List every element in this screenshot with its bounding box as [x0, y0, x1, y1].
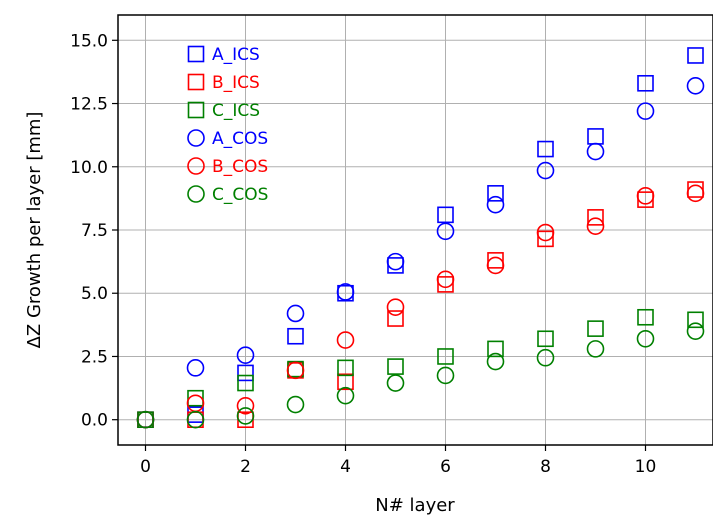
- x-tick-label: 2: [240, 457, 251, 477]
- point-a-ics: [287, 327, 304, 345]
- point-a-ics: [387, 257, 404, 274]
- point-a-cos: [586, 142, 605, 161]
- point-b-ics: [537, 230, 554, 248]
- point-c-ics: [237, 374, 254, 392]
- point-c-cos: [536, 348, 555, 367]
- point-c-ics: [337, 359, 354, 377]
- y-tick-label: 15.0: [70, 31, 108, 51]
- x-axis-label: N# layer: [375, 495, 455, 516]
- point-a-ics: [537, 140, 554, 158]
- point-a-cos: [286, 304, 305, 323]
- y-tick-label: 0.0: [81, 411, 108, 431]
- axis-ticks: 0 2 4 6 8 10 0.0 2.5 5.0 7.5 10.0 12.5 15.0: [70, 31, 656, 477]
- legend-label-a-ics: A_ICS: [212, 45, 260, 65]
- point-c-ics: [637, 308, 654, 326]
- point-c-ics: [587, 320, 604, 337]
- legend-marker-c-ics: [187, 101, 205, 119]
- point-a-cos: [686, 77, 705, 95]
- legend-label-a-cos: A_COS: [212, 129, 268, 149]
- point-a-ics: [487, 185, 504, 202]
- point-b-ics: [337, 373, 354, 391]
- point-b-cos: [486, 256, 505, 275]
- point-b-ics: [487, 252, 504, 269]
- point-a-cos: [636, 102, 655, 120]
- point-c-cos: [636, 329, 655, 348]
- legend-label-b-cos: B_COS: [212, 157, 268, 177]
- point-b-cos: [636, 187, 655, 205]
- point-a-cos: [236, 346, 255, 365]
- point-c-cos: [436, 366, 455, 385]
- legend-marker-b-ics: [187, 73, 205, 91]
- point-c-ics: [437, 348, 454, 365]
- point-b-cos: [236, 396, 255, 415]
- x-tick-label: 4: [340, 457, 351, 477]
- point-b-ics: [437, 276, 454, 293]
- point-a-cos: [486, 195, 505, 214]
- point-c-cos: [136, 410, 155, 429]
- point-a-ics: [687, 47, 704, 64]
- point-a-ics: [237, 364, 254, 382]
- point-c-ics: [687, 311, 704, 329]
- point-b-ics: [687, 181, 704, 198]
- legend-marker-b-cos: [187, 157, 205, 175]
- legend-label-c-cos: C_COS: [212, 185, 268, 205]
- point-a-ics: [437, 206, 454, 224]
- point-b-ics: [587, 209, 604, 226]
- point-b-cos: [186, 394, 205, 413]
- y-tick-label: 10.0: [70, 158, 108, 178]
- point-b-cos: [536, 223, 555, 242]
- point-c-cos: [186, 410, 205, 429]
- x-tick-label: 10: [635, 457, 657, 477]
- point-a-ics: [587, 128, 604, 145]
- legend: A_ICS B_ICS C_ICS A_COS B_COS C_COS: [187, 45, 268, 205]
- y-tick-label: 7.5: [81, 221, 108, 241]
- point-b-cos: [336, 331, 355, 349]
- legend-marker-a-cos: [187, 129, 205, 147]
- point-b-cos: [386, 298, 405, 316]
- point-c-ics: [487, 340, 504, 358]
- legend-marker-c-cos: [187, 185, 205, 203]
- point-a-cos: [386, 252, 405, 271]
- point-c-cos: [486, 352, 505, 371]
- point-c-ics: [187, 389, 204, 407]
- point-c-ics: [387, 358, 404, 375]
- point-b-cos: [436, 270, 455, 289]
- point-a-ics: [637, 74, 654, 92]
- point-b-cos: [586, 217, 605, 236]
- grid: [118, 15, 713, 445]
- point-a-cos: [186, 359, 205, 377]
- y-tick-label: 12.5: [70, 95, 108, 115]
- point-c-cos: [386, 374, 405, 392]
- legend-label-c-ics: C_ICS: [212, 101, 260, 121]
- point-c-cos: [336, 386, 355, 405]
- x-tick-label: 8: [540, 457, 551, 477]
- y-tick-label: 2.5: [81, 347, 108, 367]
- point-c-cos: [586, 340, 605, 358]
- point-a-cos: [536, 161, 555, 180]
- point-c-cos: [236, 407, 255, 425]
- point-b-ics: [387, 310, 404, 327]
- point-c-cos: [286, 395, 305, 414]
- point-b-cos: [686, 184, 705, 203]
- x-tick-label: 6: [440, 457, 451, 477]
- legend-marker-a-ics: [187, 45, 205, 63]
- y-tick-label: 5.0: [81, 284, 108, 304]
- point-c-cos: [686, 322, 705, 340]
- point-c-ics: [537, 330, 554, 348]
- x-tick-label: 0: [140, 457, 151, 477]
- data-points: [136, 47, 705, 429]
- point-b-cos: [286, 361, 305, 380]
- y-axis-label: ΔZ Growth per layer [mm]: [24, 112, 45, 349]
- legend-label-b-ics: B_ICS: [212, 73, 260, 93]
- point-a-cos: [336, 283, 355, 301]
- point-a-cos: [436, 222, 455, 241]
